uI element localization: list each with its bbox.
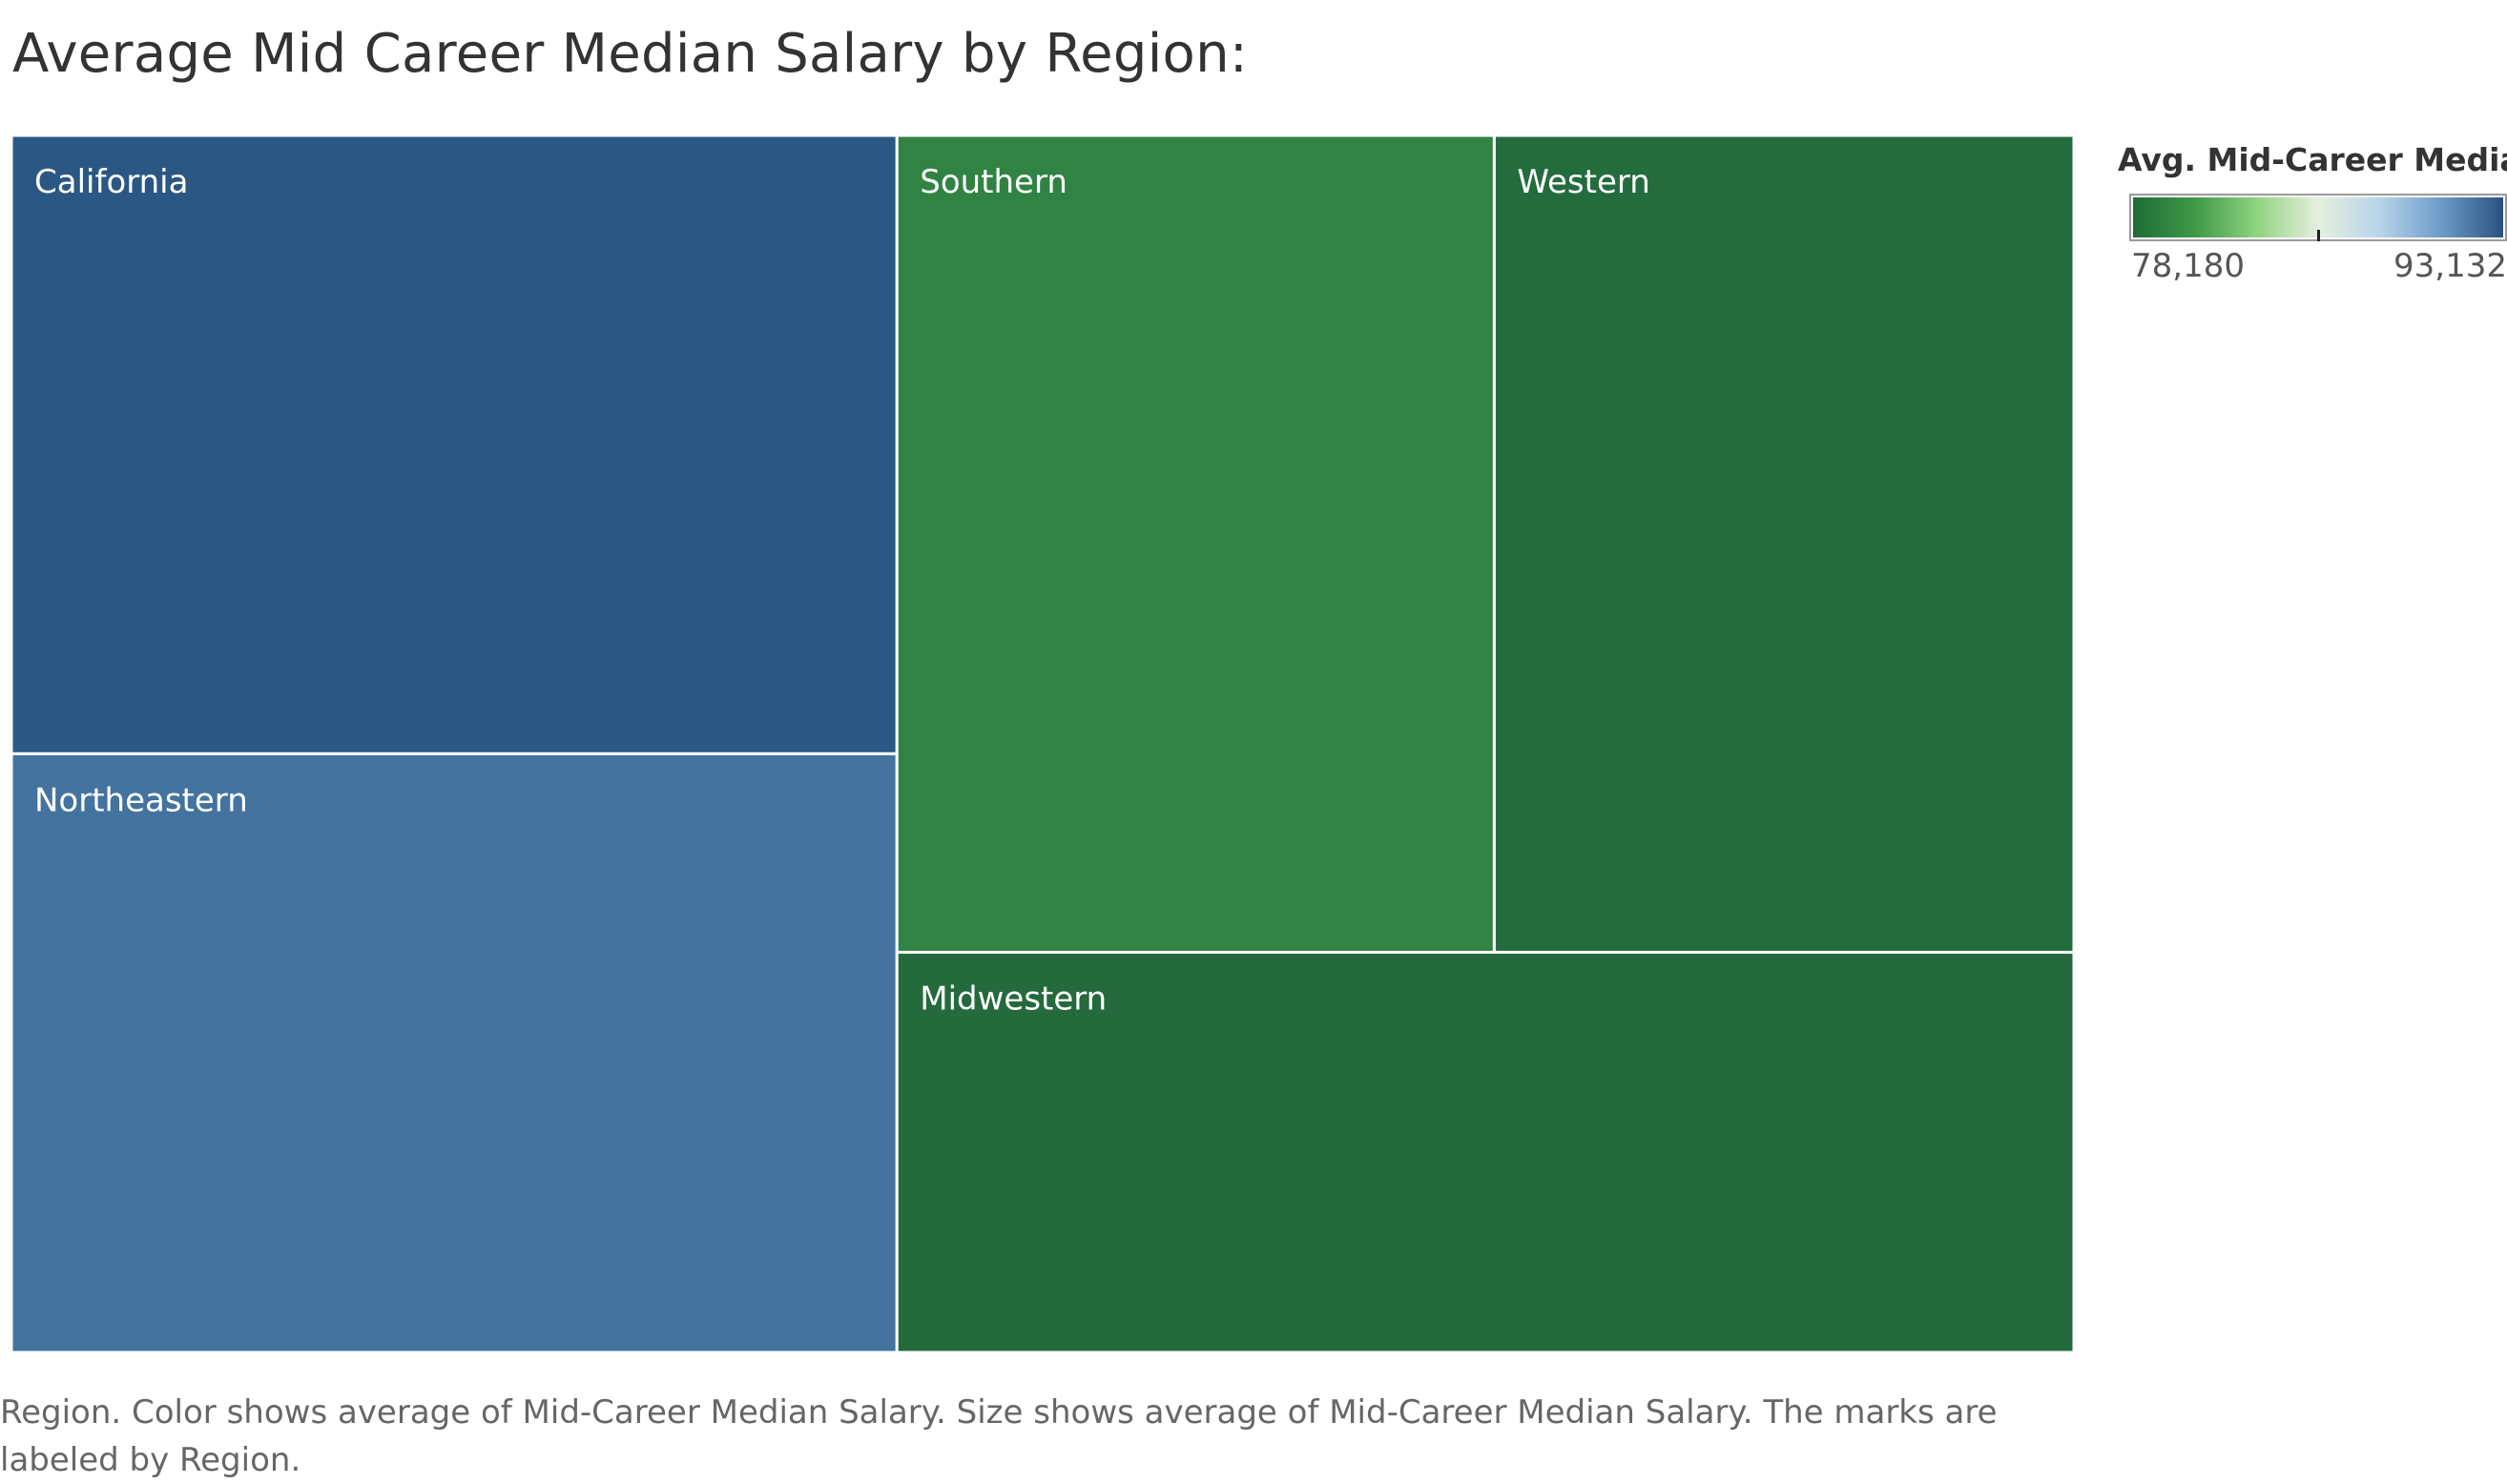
legend-center-marker (2317, 230, 2320, 241)
treemap-chart: California Northeastern Southern Western Mid… (11, 135, 2074, 1352)
legend-gradient-bar[interactable] (2129, 194, 2507, 241)
treemap-label-western: Western (1517, 163, 1649, 201)
treemap-label-midwestern: Midwestern (920, 979, 1107, 1018)
treemap-cell-california[interactable] (11, 135, 899, 755)
treemap-cell-southern[interactable] (895, 135, 1496, 954)
color-legend: Avg. Mid-Career Media.. 78,180 93,132 (2118, 141, 2507, 289)
treemap-cell-western[interactable] (1492, 135, 2074, 954)
legend-min-label: 78,180 (2131, 247, 2245, 285)
treemap-label-california: California (34, 163, 188, 201)
chart-caption: Region. Color shows average of Mid-Caree… (0, 1393, 1998, 1479)
legend-max-label: 93,132 (2393, 247, 2507, 285)
treemap-cell-northeastern[interactable] (11, 752, 899, 1352)
treemap-label-northeastern: Northeastern (34, 781, 248, 819)
legend-title: Avg. Mid-Career Media.. (2118, 141, 2507, 178)
treemap-cell-midwestern[interactable] (895, 950, 2074, 1352)
chart-title: Average Mid Career Median Salary by Regi… (12, 23, 1249, 85)
treemap-label-southern: Southern (920, 163, 1067, 201)
